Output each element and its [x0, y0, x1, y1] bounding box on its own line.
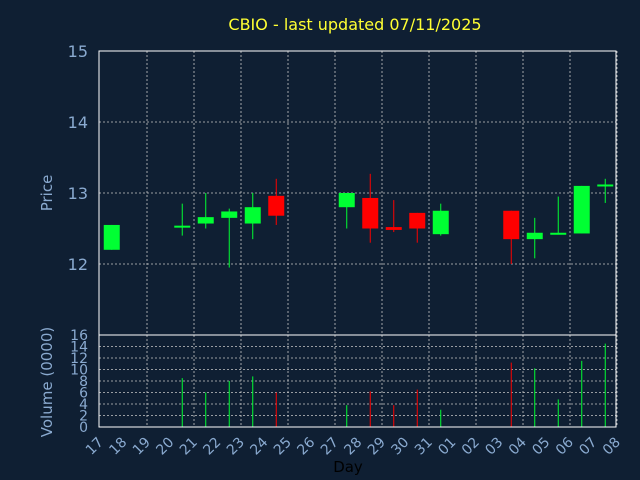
volume-tick-label: 8: [79, 374, 88, 390]
candles: [103, 173, 614, 268]
candle-body: [526, 232, 543, 240]
x-tick-label: 17: [83, 435, 107, 459]
x-tick-label: 06: [553, 434, 577, 458]
x-tick-label: 01: [435, 435, 459, 459]
x-tick-label: 08: [600, 435, 624, 459]
candle-body: [197, 217, 214, 224]
candle-body: [362, 197, 379, 229]
x-axis-label: Day: [333, 458, 363, 476]
volume-tick-label: 10: [70, 363, 88, 379]
price-tick-label: 15: [68, 42, 88, 61]
volume-tick-label: 6: [79, 386, 88, 402]
x-tick-label: 27: [318, 435, 342, 459]
x-axis-ticks: 17 18 19 20 21 22 23 24 25 26 27 28 29 30 31 01 02 03 04 05…: [83, 434, 624, 458]
volume-panel-frame: [98, 334, 617, 428]
volume-tick-label: 12: [70, 351, 88, 367]
candle-body: [103, 224, 120, 250]
x-tick-label: 20: [153, 435, 177, 459]
candle-body: [432, 210, 449, 235]
volume-tick-label: 16: [70, 328, 88, 344]
candle-body: [573, 185, 590, 234]
candle-body: [385, 227, 402, 230]
x-tick-label: 05: [529, 435, 553, 459]
x-tick-label: 31: [412, 435, 436, 459]
candle-body: [409, 212, 426, 229]
candle-body: [550, 232, 567, 235]
x-tick-label: 23: [224, 435, 248, 459]
x-tick-label: 22: [200, 435, 224, 459]
x-tick-label: 07: [576, 435, 600, 459]
candle-body: [221, 211, 238, 218]
x-tick-label: 04: [506, 434, 530, 458]
candle-body: [597, 184, 614, 187]
candle-body: [503, 210, 520, 240]
volume-tick-label: 2: [79, 409, 88, 425]
candle-body: [268, 195, 285, 216]
candle-body: [174, 225, 191, 228]
volume-tick-label: 14: [70, 340, 88, 356]
price-tick-label: 14: [68, 113, 88, 132]
price-grid: [99, 50, 618, 335]
x-tick-label: 18: [106, 435, 130, 459]
x-tick-label: 21: [177, 435, 201, 459]
x-tick-label: 26: [294, 434, 318, 458]
price-axis-ticks: 12 13 14 15: [68, 42, 88, 274]
x-tick-label: 28: [341, 435, 365, 459]
candle-body: [244, 207, 261, 224]
x-tick-label: 30: [388, 435, 412, 459]
price-axis-label: Price: [38, 175, 56, 212]
price-tick-label: 12: [68, 255, 88, 274]
volume-tick-label: 4: [79, 397, 88, 413]
volume-axis-label: Volume (0000): [38, 327, 56, 437]
candle-body: [338, 193, 355, 208]
price-tick-label: 13: [68, 184, 88, 203]
volume-tick-label: 0: [79, 420, 88, 436]
x-tick-label: 03: [482, 435, 506, 459]
volume-grid: [99, 335, 618, 427]
x-tick-label: 02: [459, 435, 483, 459]
x-tick-label: 24: [247, 434, 271, 458]
x-tick-label: 29: [365, 435, 389, 459]
x-tick-label: 25: [271, 435, 295, 459]
volume-bars: [181, 343, 606, 427]
x-tick-label: 19: [130, 435, 154, 459]
chart-title: CBIO - last updated 07/11/2025: [228, 15, 481, 34]
